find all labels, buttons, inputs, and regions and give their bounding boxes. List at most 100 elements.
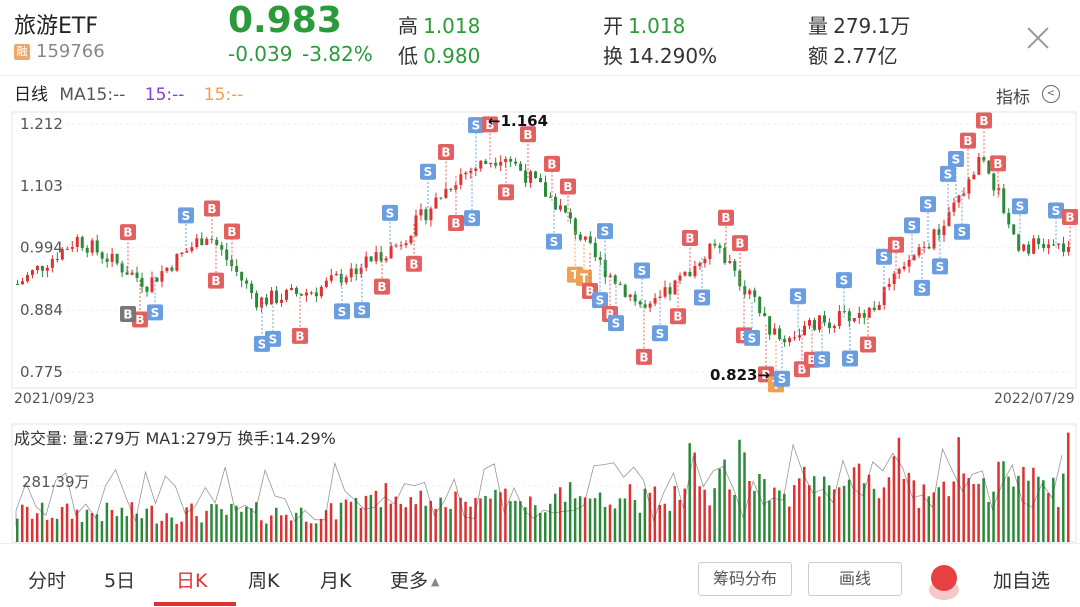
candle-body [284,289,288,300]
candle-body [374,252,378,262]
volume-bar [404,507,408,542]
tab-more[interactable]: 更多 ▲ [390,566,439,593]
tab-week-k[interactable]: 周K [248,570,280,592]
record-icon[interactable] [931,565,957,591]
marker-letter: S [918,281,927,295]
candle-body [633,294,637,302]
candle-body [439,197,443,199]
candle-body [394,245,398,247]
volume-bar [608,504,612,542]
candle-body [947,211,951,226]
candle-body [1052,244,1056,246]
high-stat: 高 1.018 [398,10,480,39]
candle-body [698,263,702,267]
margin-badge: 融 [14,44,30,60]
volume-bar [494,489,497,542]
volume-bar [280,515,283,542]
candle-body [484,160,488,165]
buy-marker [208,272,224,289]
volume-bar [827,485,831,542]
candles [16,153,1071,347]
indicator-button[interactable]: 指标 [996,88,1030,108]
volume-bar [698,486,701,542]
close-icon[interactable] [1026,26,1050,50]
candle-body [120,263,124,273]
sell-marker [790,288,806,305]
candle-body [847,311,851,322]
volume-bar [524,507,527,542]
volume-bar [504,488,507,542]
marker-letter: B [485,118,494,132]
volume-bar [743,452,746,542]
tab-5day[interactable]: 5日 [104,570,136,592]
buy-marker [482,116,498,133]
volume-bar [1017,475,1020,542]
marker-letter: B [547,157,556,171]
buy-marker [636,348,652,365]
volume-bar [1012,486,1015,542]
volume-bar [210,504,213,542]
volume-bar [553,493,557,542]
buy-marker [520,126,536,143]
buy-marker [670,308,686,325]
volume-bar [633,500,637,542]
volume-bar [255,502,258,542]
volume-bar [454,491,457,542]
volume-bar [299,507,303,542]
volume-bar [713,488,716,542]
volume-bar [967,478,970,542]
candle-body [832,326,836,329]
marker-letter: B [735,237,744,251]
volume-bar [907,472,911,542]
sell-marker [948,151,964,168]
volume-bar [1067,432,1070,542]
candle-body [145,286,149,292]
draw-line-button[interactable]: 画线 [808,562,902,596]
tab-day-k[interactable]: 日K [176,570,208,592]
candle-body [55,259,59,261]
volume-bar [459,497,462,542]
candle-body [175,254,179,271]
candle-body [917,247,921,256]
tab-month-k[interactable]: 月K [320,570,352,592]
candle-body [110,253,114,262]
volume-bar [464,501,467,542]
volume-bar [534,505,537,542]
candle-body [474,168,478,171]
high-label: 高 [398,14,418,38]
marker-letter: B [135,313,144,327]
tab-intraday[interactable]: 分时 [28,570,67,592]
candle-body [867,307,871,318]
volume-bar [100,521,104,542]
volume-bar [1022,466,1025,542]
candle-body [334,273,338,276]
chip-distribution-button[interactable]: 筹码分布 [698,562,792,596]
marker-letter: B [523,128,532,142]
buy-marker [438,143,454,160]
candle-body [942,225,946,236]
candle-body [459,174,463,185]
candle-body [912,255,916,260]
add-watchlist-button[interactable]: 加自选 [993,570,1051,592]
candle-body [1062,243,1066,252]
volume-bar [962,473,965,542]
candle-body [713,243,717,246]
marker-letter: B [441,145,450,159]
low-stat: 低 0.980 [398,40,480,69]
sell-marker [920,196,936,213]
chevron-left-icon[interactable]: < [1042,85,1060,103]
volume-bar [200,522,203,542]
candle-body [185,250,189,253]
candle-body [593,242,597,258]
candle-body [803,325,807,336]
candle-body [598,257,602,260]
price-frame [11,111,1077,389]
candle-body [324,280,328,287]
volume-bar [977,483,980,542]
volume-bar [364,495,368,542]
volume-bar [688,443,691,542]
volume-bar [798,478,801,542]
candle-body [235,265,239,272]
volume-bar [558,487,562,542]
